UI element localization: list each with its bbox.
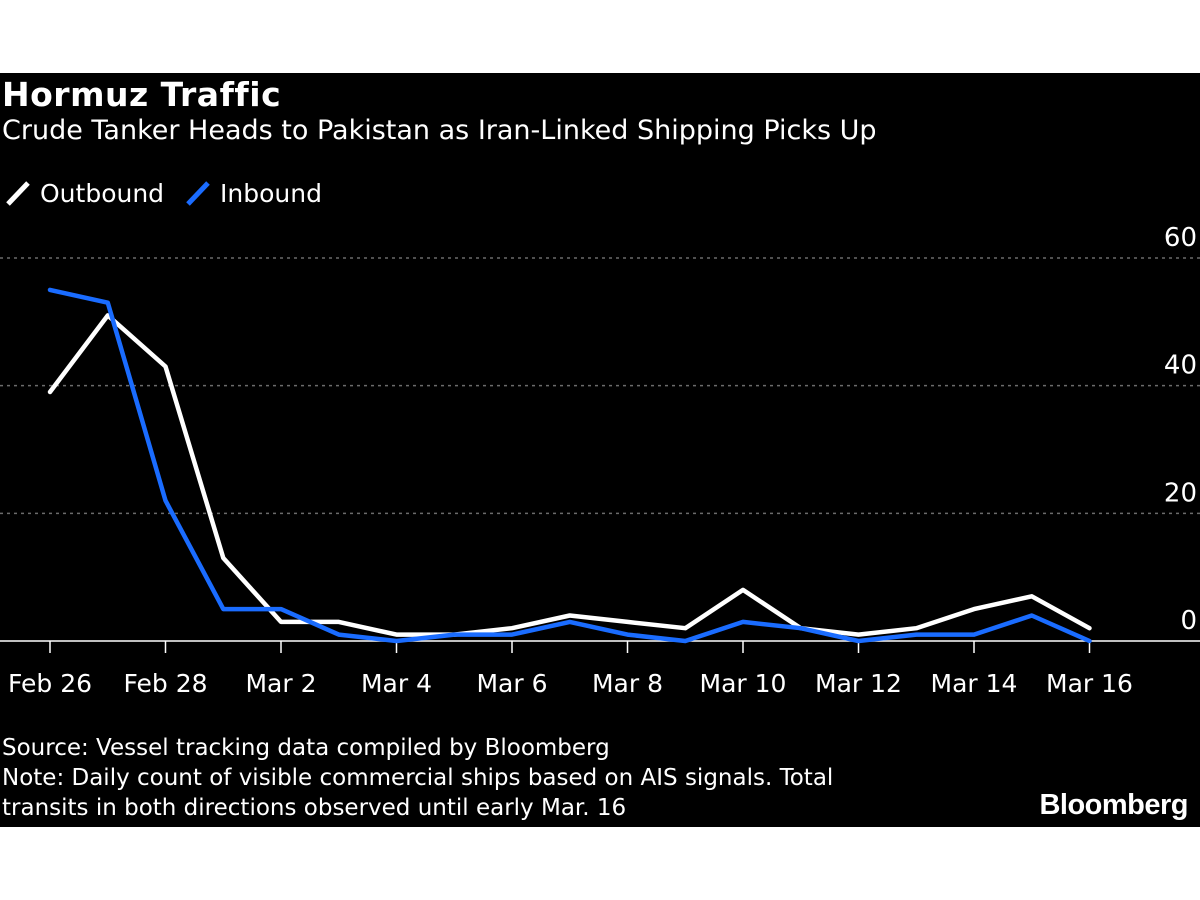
x-tick-label-mar-10: Mar 10 <box>700 669 787 698</box>
x-tick-label-mar-2: Mar 2 <box>245 669 316 698</box>
legend-label-outbound: Outbound <box>40 178 165 208</box>
y-tick-label-0: 0 <box>1180 606 1197 636</box>
chart-subtitle: Crude Tanker Heads to Pakistan as Iran-L… <box>2 115 877 146</box>
x-tick-label-mar-8: Mar 8 <box>592 669 663 698</box>
x-tick-label-mar-14: Mar 14 <box>931 669 1018 698</box>
x-tick-label-mar-16: Mar 16 <box>1046 669 1133 698</box>
y-tick-label-60: 60 <box>1164 223 1197 253</box>
legend-label-inbound: Inbound <box>220 178 322 208</box>
inbound-swatch-icon <box>186 181 210 206</box>
x-tick-label-mar-12: Mar 12 <box>815 669 902 698</box>
bloomberg-logo: Bloomberg <box>1039 789 1188 821</box>
legend-item-outbound: Outbound <box>4 176 164 210</box>
outbound-swatch-icon <box>6 181 30 206</box>
x-tick-label-mar-6: Mar 6 <box>476 669 547 698</box>
series-line-inbound <box>47 287 1092 644</box>
y-tick-label-40: 40 <box>1164 351 1197 381</box>
chart-card: Hormuz Traffic Crude Tanker Heads to Pak… <box>0 73 1200 827</box>
line-chart: 60 40 20 0 Feb 26 Feb 28 Mar 2 Mar 4 Mar 6 Mar 8 M… <box>0 223 1200 698</box>
series-line-outbound <box>47 313 1092 637</box>
footnote-line-1: Note: Daily count of visible commercial … <box>2 765 834 791</box>
chart-title: Hormuz Traffic <box>2 75 282 114</box>
x-tick-label-feb-28: Feb 28 <box>123 669 207 698</box>
footnote-line-2: transits in both directions observed unt… <box>2 795 627 821</box>
legend-item-inbound: Inbound <box>184 176 322 210</box>
y-tick-label-20: 20 <box>1164 478 1197 508</box>
x-tick-label-feb-26: Feb 26 <box>8 669 92 698</box>
source-note: Source: Vessel tracking data compiled by… <box>2 735 610 761</box>
x-tick-label-mar-4: Mar 4 <box>361 669 432 698</box>
